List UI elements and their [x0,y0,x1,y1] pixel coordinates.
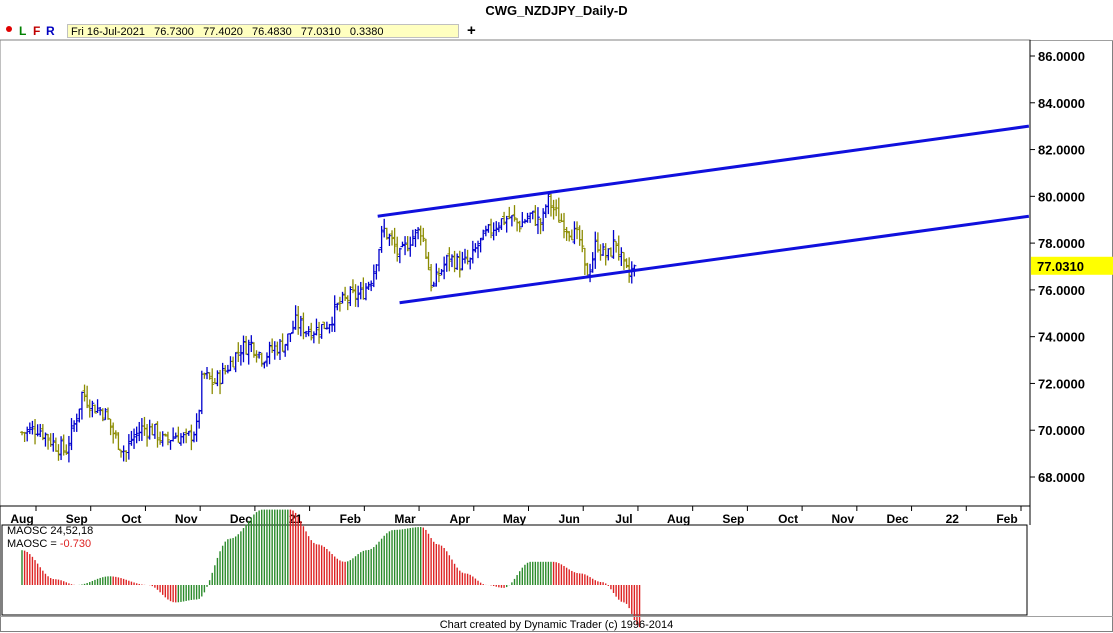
x-tick-label: Nov [831,512,854,526]
r-button[interactable]: R [46,24,55,38]
y-tick-label: 86.0000 [1038,49,1085,64]
x-tick-label: Feb [340,512,361,526]
last-price-marker: 77.0310 [1031,256,1113,275]
trendline[interactable] [377,124,1030,218]
x-tick-label: Sep [66,512,88,526]
last-price-label: 77.0310 [1037,259,1084,274]
y-tick-label: 82.0000 [1038,143,1085,158]
price-pane [0,39,1031,507]
oscillator-histogram [21,509,641,628]
x-tick-label: Dec [887,512,909,526]
x-tick-label: Sep [722,512,744,526]
last-price-box [1031,256,1113,275]
y-tick-label: 80.0000 [1038,189,1085,204]
y-tick-label: 76.0000 [1038,283,1085,298]
indicator-value: -0.730 [59,538,92,550]
x-tick-label: Oct [778,512,798,526]
x-tick-label: Jun [559,512,580,526]
y-tick-label: 72.0000 [1038,376,1085,391]
indicator-value-row: MAOSC = -0.730 [7,538,91,550]
indicator-value-label: MAOSC = [7,538,60,550]
x-tick-label: Jul [615,512,632,526]
x-tick-label: Nov [175,512,198,526]
crosshair-plus-icon[interactable]: + [467,22,476,39]
x-tick-label: Feb [996,512,1017,526]
record-dot-icon[interactable] [6,26,12,32]
y-tick-label: 68.0000 [1038,470,1085,485]
l-button[interactable]: L [19,24,27,38]
trendline[interactable] [399,214,1030,305]
x-tick-label: Dec [230,512,252,526]
x-tick-label: Aug [10,512,33,526]
oscillator-pane [1,524,1028,616]
x-axis: Aug Sep Oct Nov Dec 21 Feb Mar Apr May Jun Jul Aug Se… [10,506,1022,526]
indicator-name: MAOSC 24,52,18 [7,525,94,537]
y-axis: 86.0000 84.0000 82.0000 80.0000 78.0000 76.00… [1030,49,1085,485]
bar-info-readout: Fri 16-Jul-2021 76.7300 77.4020 76.4830 … [67,24,459,38]
x-tick-label: 22 [946,512,960,526]
trendlines [377,124,1030,305]
y-tick-label: 84.0000 [1038,96,1085,111]
x-tick-label: Aug [667,512,690,526]
price-bars [20,192,637,463]
x-tick-label: Apr [449,512,470,526]
y-tick-label: 70.0000 [1038,423,1085,438]
y-tick-label: 74.0000 [1038,330,1085,345]
x-tick-label: May [503,512,527,526]
toolbar: L F R Fri 16-Jul-2021 76.7300 77.4020 76… [0,22,1113,41]
f-button[interactable]: F [33,24,41,38]
x-tick-label: Oct [121,512,141,526]
footer-credit: Chart created by Dynamic Trader (c) 1996… [0,616,1113,633]
x-tick-label: Mar [394,512,416,526]
y-tick-label: 78.0000 [1038,236,1085,251]
